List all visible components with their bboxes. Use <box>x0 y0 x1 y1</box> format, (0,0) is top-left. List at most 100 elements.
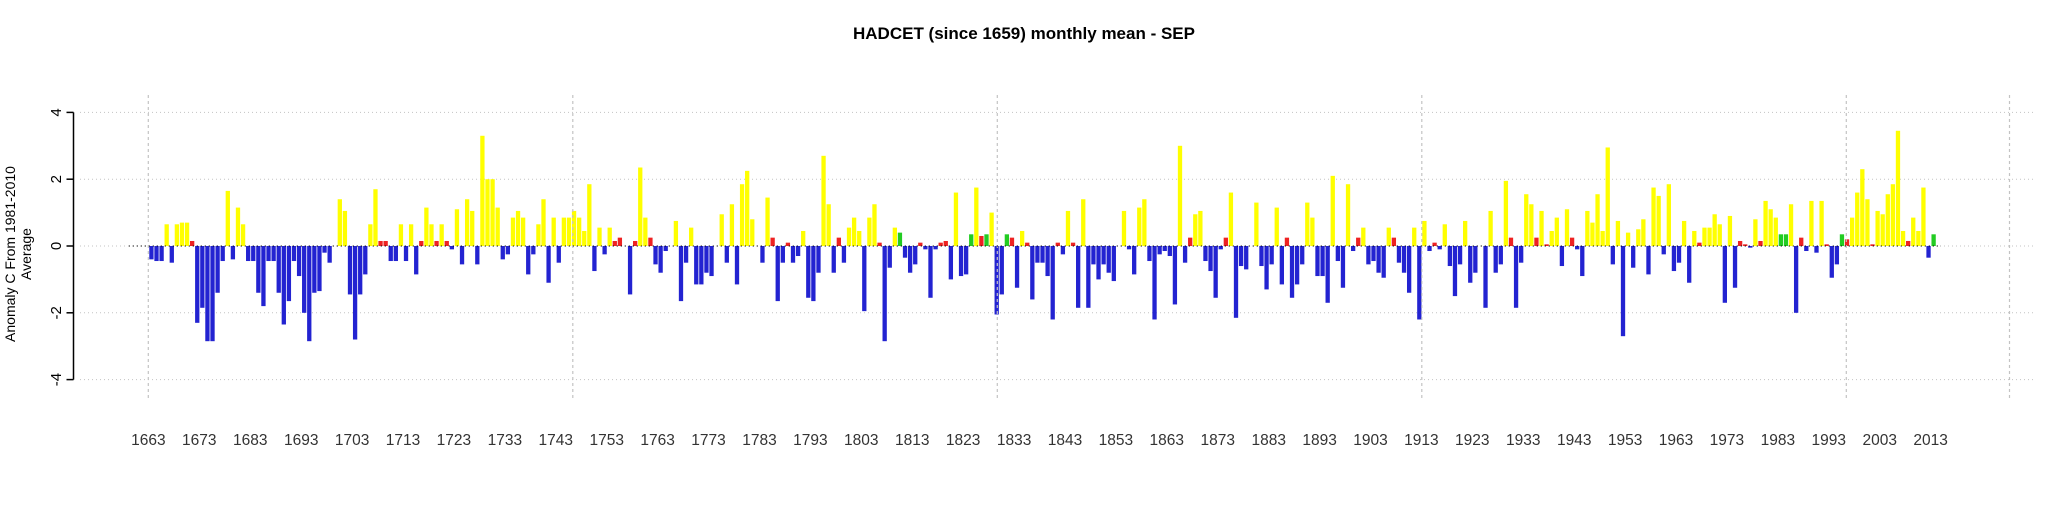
bar-1875 <box>1228 192 1234 246</box>
bar-1671 <box>190 240 195 246</box>
bar-1811 <box>902 246 908 258</box>
bar-1825 <box>974 187 979 246</box>
bar-1904 <box>1376 246 1381 273</box>
bar-1947 <box>1595 194 1600 246</box>
bar-1845 <box>1076 246 1081 308</box>
bar-1690 <box>286 246 292 302</box>
bar-1843 <box>1065 210 1071 246</box>
bar-1865 <box>1177 145 1183 246</box>
bar-1869 <box>1198 210 1203 246</box>
bar-1883 <box>1269 246 1274 265</box>
chart-title: HADCET (since 1659) monthly mean - SEP <box>853 24 1195 43</box>
bar-1931 <box>1513 246 1519 308</box>
bar-1890 <box>1305 202 1310 246</box>
bar-1874 <box>1223 237 1228 246</box>
bar-1999 <box>1860 169 1865 246</box>
bar-1873 <box>1218 246 1223 250</box>
bar-1669 <box>179 222 185 246</box>
bar-1773 <box>709 246 714 277</box>
bar-1997 <box>1850 217 1855 246</box>
bar-1716 <box>419 240 424 246</box>
bar-1839 <box>1045 246 1050 277</box>
bar-1708 <box>378 240 383 246</box>
bar-1884 <box>1274 207 1279 246</box>
bar-1914 <box>1427 246 1432 252</box>
x-tick-label-1953: 1953 <box>1608 432 1642 449</box>
bar-1972 <box>1722 246 1727 303</box>
bar-1965 <box>1687 246 1692 283</box>
bar-1771 <box>699 246 704 285</box>
x-tick-label-2003: 2003 <box>1862 432 1896 449</box>
bar-1826 <box>979 235 984 246</box>
bar-1908 <box>1396 246 1402 263</box>
bar-1790 <box>795 246 801 257</box>
bar-1713 <box>403 246 409 262</box>
bar-1762 <box>653 246 658 265</box>
bar-2008 <box>1906 240 1911 246</box>
bar-2006 <box>1895 130 1901 246</box>
bar-1734 <box>510 217 516 246</box>
bar-1791 <box>801 230 806 246</box>
bar-1701 <box>342 210 348 246</box>
bar-1751 <box>597 227 602 246</box>
bar-1757 <box>627 246 633 295</box>
bar-1680 <box>235 207 241 246</box>
bar-1938 <box>1549 230 1554 246</box>
bar-1685 <box>261 246 266 307</box>
bar-1958 <box>1651 187 1656 246</box>
bar-1715 <box>414 246 419 275</box>
bar-1777 <box>729 204 735 246</box>
x-tick-label-1923: 1923 <box>1455 432 1489 449</box>
bar-1921 <box>1463 220 1468 246</box>
bar-1876 <box>1233 246 1239 318</box>
bar-1917 <box>1442 224 1447 246</box>
bar-1995 <box>1839 234 1845 246</box>
bar-1760 <box>643 217 648 246</box>
bar-1878 <box>1244 246 1249 270</box>
bar-1766 <box>673 220 679 246</box>
bar-1807 <box>882 246 887 342</box>
bar-1832 <box>1009 237 1015 246</box>
bar-1993 <box>1829 246 1834 278</box>
x-tick-label-1863: 1863 <box>1150 432 1184 449</box>
bar-1665 <box>159 246 164 262</box>
bar-1961 <box>1666 184 1671 246</box>
bar-1823 <box>963 246 969 275</box>
bar-1923 <box>1473 246 1478 273</box>
bar-1769 <box>689 227 694 246</box>
bar-1849 <box>1096 246 1101 280</box>
bar-1740 <box>541 199 546 246</box>
x-tick-label-1853: 1853 <box>1099 432 1133 449</box>
bar-1847 <box>1086 246 1091 308</box>
bar-1831 <box>1004 234 1010 246</box>
x-tick-label-1693: 1693 <box>284 432 318 449</box>
bar-1727 <box>475 246 480 265</box>
x-tick-label-1763: 1763 <box>640 432 674 449</box>
bar-1725 <box>464 199 470 246</box>
x-tick-label-1983: 1983 <box>1761 432 1795 449</box>
bar-1880 <box>1254 202 1259 246</box>
bar-1721 <box>444 240 449 246</box>
x-tick-label-1663: 1663 <box>131 432 165 449</box>
bar-1787 <box>780 246 785 263</box>
bar-1697 <box>322 246 327 253</box>
bar-1911 <box>1412 227 1417 246</box>
x-tick-label-1903: 1903 <box>1353 432 1387 449</box>
bar-1866 <box>1182 246 1188 263</box>
bar-1962 <box>1671 246 1677 272</box>
bar-1755 <box>617 237 623 246</box>
bar-1812 <box>907 246 913 273</box>
bar-1933 <box>1524 194 1529 246</box>
bar-1753 <box>607 227 612 246</box>
bar-1691 <box>291 246 297 262</box>
bar-1872 <box>1213 246 1218 298</box>
bar-1859 <box>1147 246 1152 262</box>
bar-1761 <box>648 237 653 246</box>
bar-1915 <box>1432 242 1437 246</box>
y-tick-label--4: -4 <box>48 373 65 386</box>
bar-1672 <box>195 246 200 323</box>
bar-1963 <box>1676 246 1682 263</box>
bar-1946 <box>1590 222 1595 246</box>
bar-1854 <box>1121 210 1127 246</box>
bar-1801 <box>851 217 857 246</box>
